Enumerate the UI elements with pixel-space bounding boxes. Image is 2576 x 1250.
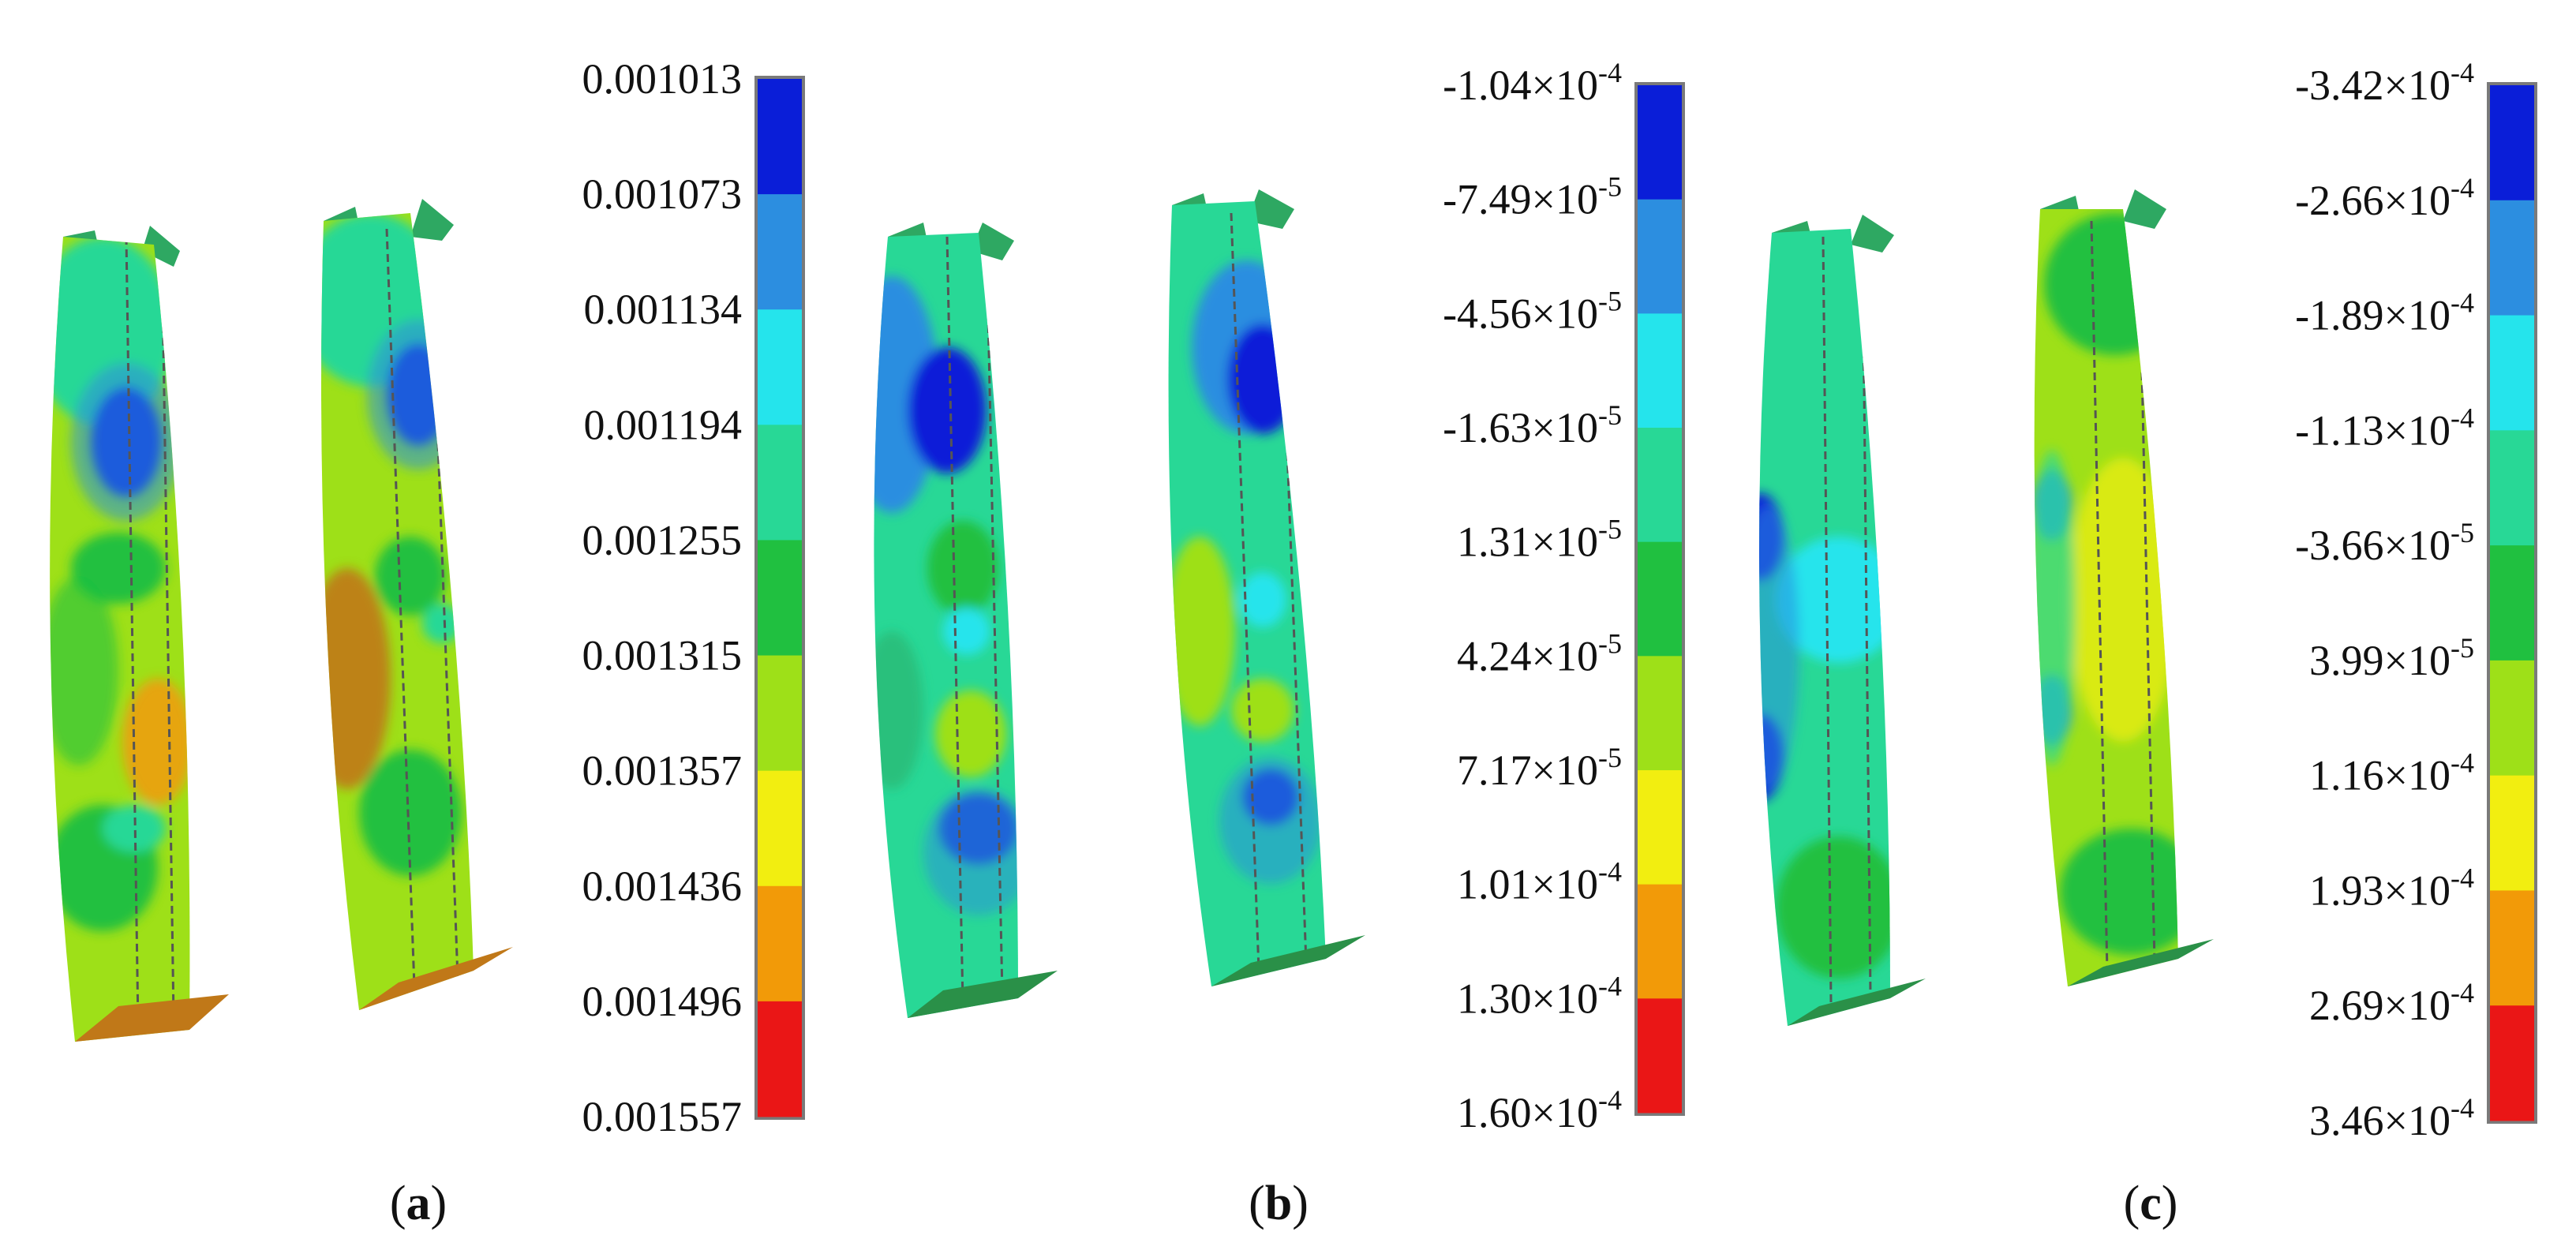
legend-color-band bbox=[2490, 775, 2534, 891]
legend-color-band bbox=[2490, 890, 2534, 1006]
panel-a-legend: 0.001013 0.001073 0.001134 0.001194 0.001255… bbox=[582, 55, 805, 1140]
legend-tick-label: 1.60×10-4 bbox=[1457, 1084, 1622, 1136]
member-end-face bbox=[75, 994, 229, 1042]
legend-color-band bbox=[2490, 430, 2534, 546]
legend-color-band bbox=[1638, 998, 1682, 1113]
panel-label-c: (c) bbox=[2124, 1177, 2178, 1230]
panel-label-b: (b) bbox=[1249, 1177, 1309, 1230]
legend-color-band bbox=[2490, 545, 2534, 661]
legend-tick-label: -1.04×10-4 bbox=[1443, 57, 1622, 109]
legend-tick-label: 0.001134 bbox=[584, 286, 743, 333]
legend-tick-label: 0.001315 bbox=[582, 632, 743, 679]
member-c1 bbox=[1759, 215, 1926, 1026]
legend-tick-label: 7.17×10-5 bbox=[1457, 742, 1622, 794]
legend-tick-label: -4.56×10-5 bbox=[1443, 285, 1622, 337]
legend-color-band bbox=[758, 79, 802, 195]
legend-tick-label: -2.66×10-4 bbox=[2295, 172, 2474, 224]
legend-tick-label: -7.49×10-5 bbox=[1443, 171, 1622, 223]
legend-color-band bbox=[1638, 656, 1682, 771]
legend-color-band bbox=[2490, 315, 2534, 431]
web-flange-tip bbox=[142, 226, 180, 267]
legend-tick-label: 1.93×10-4 bbox=[2309, 862, 2474, 914]
legend-tick-label: -3.42×10-4 bbox=[2295, 57, 2474, 109]
panel-b-legend: -1.04×10-4 -7.49×10-5 -4.56×10-5 -1.63×10-5… bbox=[1443, 57, 1685, 1136]
legend-color-band bbox=[1638, 199, 1682, 314]
legend-color-band bbox=[1638, 85, 1682, 200]
legend-tick-label: -1.63×10-5 bbox=[1443, 399, 1622, 451]
legend-tick-label: 0.001194 bbox=[584, 401, 743, 448]
legend-color-band bbox=[1638, 541, 1682, 657]
panel-b-members bbox=[874, 189, 1365, 1018]
legend-color-band bbox=[1638, 428, 1682, 543]
legend-tick-label: 2.69×10-4 bbox=[2309, 977, 2474, 1029]
panel-c-members bbox=[1759, 189, 2214, 1026]
legend-tick-label: 1.01×10-4 bbox=[1457, 856, 1622, 908]
legend-color-band bbox=[758, 540, 802, 657]
legend-tick-label: 1.31×10-5 bbox=[1457, 514, 1622, 566]
panel-c-legend: -3.42×10-4 -2.66×10-4 -1.89×10-4 -1.13×10-4… bbox=[2295, 57, 2537, 1144]
legend-tick-label: 0.001357 bbox=[582, 747, 743, 795]
member-a1 bbox=[50, 226, 229, 1042]
legend-tick-label: 0.001073 bbox=[582, 170, 743, 218]
legend-color-band bbox=[758, 1001, 802, 1117]
legend-tick-label: 4.24×10-5 bbox=[1457, 627, 1622, 679]
member-b1 bbox=[874, 223, 1058, 1018]
member-a2 bbox=[321, 199, 513, 1010]
legend-tick-label: 0.001255 bbox=[582, 516, 743, 563]
legend-tick-label: 3.99×10-5 bbox=[2309, 632, 2474, 684]
legend-color-band bbox=[758, 770, 802, 887]
legend-color-band bbox=[2490, 200, 2534, 316]
legend-color-band bbox=[2490, 1005, 2534, 1121]
legend-tick-label: 0.001436 bbox=[582, 863, 743, 910]
panel-label-a: (a) bbox=[390, 1177, 447, 1230]
legend-tick-label: -3.66×10-5 bbox=[2295, 517, 2474, 569]
legend-color-band bbox=[758, 885, 802, 1002]
member-c2 bbox=[2034, 189, 2214, 986]
legend-color-band bbox=[758, 425, 802, 541]
legend-color-band bbox=[1638, 884, 1682, 999]
legend-color-band bbox=[2490, 660, 2534, 777]
panel-a-members bbox=[50, 199, 513, 1042]
legend-color-band bbox=[1638, 313, 1682, 429]
legend-tick-label: 1.30×10-4 bbox=[1457, 970, 1622, 1022]
legend-color-band bbox=[758, 194, 802, 310]
legend-tick-label: 3.46×10-4 bbox=[2309, 1092, 2474, 1144]
legend-color-band bbox=[758, 655, 802, 772]
legend-tick-label: 0.001496 bbox=[582, 978, 743, 1025]
legend-tick-label: 0.001557 bbox=[582, 1093, 743, 1140]
legend-tick-label: -1.89×10-4 bbox=[2295, 287, 2474, 339]
legend-tick-label: 0.001013 bbox=[582, 55, 743, 103]
legend-tick-label: -1.13×10-4 bbox=[2295, 402, 2474, 454]
member-b2 bbox=[1168, 189, 1365, 986]
legend-color-band bbox=[758, 309, 802, 425]
legend-color-band bbox=[1638, 770, 1682, 885]
legend-color-band bbox=[2490, 85, 2534, 201]
legend-tick-label: 1.16×10-4 bbox=[2309, 747, 2474, 799]
